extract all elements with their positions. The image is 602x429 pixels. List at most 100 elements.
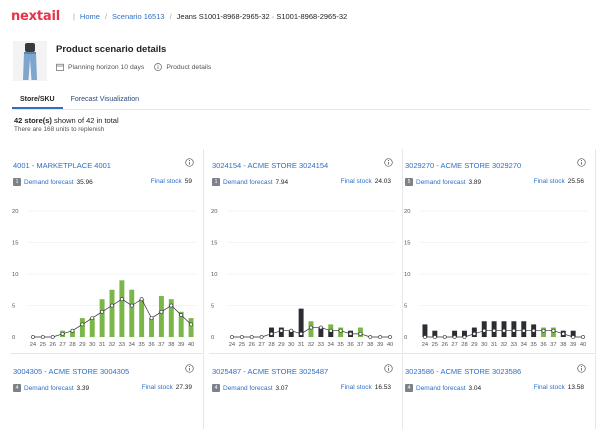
final-stock-label[interactable]: Final stock [534, 178, 565, 185]
forecast-point[interactable] [31, 335, 34, 338]
demand-bar[interactable] [110, 290, 115, 337]
store-title[interactable]: 3004305 - ACME STORE 3004305 [13, 367, 129, 376]
forecast-point[interactable] [130, 304, 133, 307]
forecast-point[interactable] [542, 329, 545, 332]
info-icon[interactable] [185, 364, 194, 373]
forecast-point[interactable] [532, 329, 535, 332]
forecast-point[interactable] [329, 329, 332, 332]
store-title[interactable]: 3023586 - ACME STORE 3023586 [405, 367, 521, 376]
final-stock-label[interactable]: Final stock [341, 384, 372, 391]
info-icon[interactable] [384, 364, 393, 373]
forecast-point[interactable] [502, 329, 505, 332]
forecast-point[interactable] [51, 335, 54, 338]
forecast-point[interactable] [473, 332, 476, 335]
store-title[interactable]: 3029270 - ACME STORE 3029270 [405, 161, 521, 170]
forecast-point[interactable] [463, 335, 466, 338]
forecast-point[interactable] [140, 298, 143, 301]
forecast-point[interactable] [250, 335, 253, 338]
forecast-point[interactable] [61, 332, 64, 335]
forecast-point[interactable] [110, 304, 113, 307]
forecast-point[interactable] [230, 335, 233, 338]
final-stock-label[interactable]: Final stock [151, 178, 182, 185]
forecast-point[interactable] [91, 317, 94, 320]
breadcrumb-home[interactable]: Home [80, 12, 100, 21]
x-tick-label: 31 [99, 342, 105, 348]
store-title[interactable]: 3025487 - ACME STORE 3025487 [212, 367, 328, 376]
forecast-point[interactable] [522, 329, 525, 332]
forecast-point[interactable] [71, 329, 74, 332]
forecast-point[interactable] [309, 326, 312, 329]
demand-bar[interactable] [139, 299, 144, 337]
forecast-point[interactable] [290, 329, 293, 332]
demand-forecast-label[interactable]: Demand forecast [223, 179, 273, 186]
final-stock-label[interactable]: Final stock [341, 178, 372, 185]
x-tick-label: 32 [308, 342, 314, 348]
store-title[interactable]: 4001 - MARKETPLACE 4001 [13, 161, 111, 170]
forecast-point[interactable] [483, 329, 486, 332]
forecast-point[interactable] [300, 332, 303, 335]
forecast-point[interactable] [81, 323, 84, 326]
forecast-point[interactable] [572, 335, 575, 338]
forecast-point[interactable] [493, 329, 496, 332]
info-icon[interactable] [577, 158, 586, 167]
forecast-point[interactable] [180, 313, 183, 316]
breadcrumb-scenario[interactable]: Scenario 16513 [112, 12, 165, 21]
forecast-point[interactable] [240, 335, 243, 338]
info-icon[interactable] [577, 364, 586, 373]
forecast-point[interactable] [150, 317, 153, 320]
y-tick-label: 20 [12, 209, 18, 215]
demand-forecast-label[interactable]: Demand forecast [24, 179, 74, 186]
forecast-point[interactable] [433, 335, 436, 338]
forecast-point[interactable] [189, 323, 192, 326]
demand-forecast-label[interactable]: Demand forecast [223, 385, 273, 392]
forecast-point[interactable] [101, 310, 104, 313]
demand-bar[interactable] [100, 299, 105, 337]
tab-store-sku[interactable]: Store/SKU [12, 92, 63, 109]
product-details-link[interactable]: Product details [166, 64, 211, 71]
forecast-point[interactable] [260, 335, 263, 338]
demand-forecast-label[interactable]: Demand forecast [416, 385, 466, 392]
forecast-point[interactable] [339, 329, 342, 332]
info-icon[interactable] [185, 158, 194, 167]
forecast-point[interactable] [270, 332, 273, 335]
store-count-rest: shown of 42 in total [52, 116, 119, 125]
demand-bar[interactable] [80, 318, 85, 337]
forecast-point[interactable] [562, 332, 565, 335]
demand-bar[interactable] [90, 318, 95, 337]
final-stock-label[interactable]: Final stock [534, 384, 565, 391]
demand-forecast-label[interactable]: Demand forecast [24, 385, 74, 392]
forecast-point[interactable] [359, 332, 362, 335]
forecast-point[interactable] [512, 329, 515, 332]
demand-forecast-label[interactable]: Demand forecast [416, 179, 466, 186]
demand-bar[interactable] [119, 280, 124, 337]
forecast-point[interactable] [319, 326, 322, 329]
forecast-point[interactable] [120, 298, 123, 301]
x-tick-label: 28 [69, 342, 75, 348]
tab-forecast-visualization[interactable]: Forecast Visualization [63, 92, 147, 109]
forecast-point[interactable] [581, 335, 584, 338]
x-tick-label: 24 [229, 342, 236, 348]
forecast-point[interactable] [280, 329, 283, 332]
demand-bar[interactable] [149, 318, 154, 337]
forecast-point[interactable] [388, 335, 391, 338]
forecast-point[interactable] [552, 329, 555, 332]
demand-bar[interactable] [129, 290, 134, 337]
forecast-point[interactable] [41, 335, 44, 338]
final-stock-label[interactable]: Final stock [142, 384, 173, 391]
forecast-point[interactable] [453, 335, 456, 338]
brand-logo[interactable]: nextail [11, 9, 60, 24]
store-title[interactable]: 3024154 - ACME STORE 3024154 [212, 161, 328, 170]
demand-bar[interactable] [159, 296, 164, 337]
x-tick-label: 34 [521, 342, 528, 348]
forecast-point[interactable] [379, 335, 382, 338]
forecast-point[interactable] [369, 335, 372, 338]
forecast-point[interactable] [423, 335, 426, 338]
forecast-point[interactable] [349, 332, 352, 335]
x-tick-label: 36 [347, 342, 353, 348]
demand-bar[interactable] [189, 318, 194, 337]
forecast-point[interactable] [443, 335, 446, 338]
x-tick-label: 29 [471, 342, 477, 348]
forecast-point[interactable] [170, 304, 173, 307]
forecast-point[interactable] [160, 310, 163, 313]
info-icon[interactable] [384, 158, 393, 167]
